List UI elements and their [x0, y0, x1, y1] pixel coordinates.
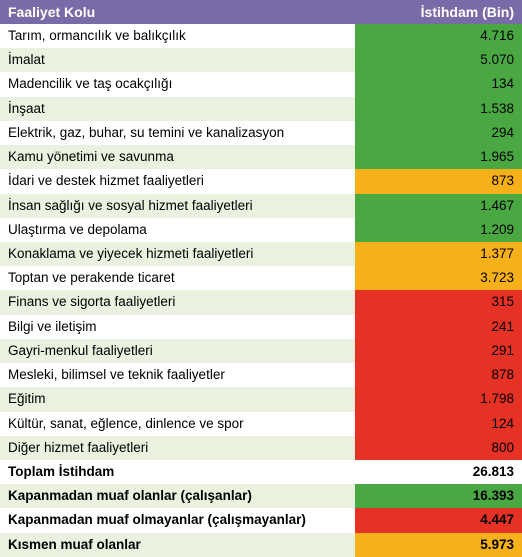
row-value: 291 — [355, 339, 522, 363]
row-label: İmalat — [0, 48, 355, 72]
header-activity-branch: Faaliyet Kolu — [0, 0, 355, 24]
row-label: Mesleki, bilimsel ve teknik faaliyetler — [0, 363, 355, 387]
row-value: 241 — [355, 315, 522, 339]
row-value: 294 — [355, 121, 522, 145]
table-row: Toplam İstihdam26.813 — [0, 460, 522, 484]
table-row: Gayri-menkul faaliyetleri291 — [0, 339, 522, 363]
row-value: 1.377 — [355, 242, 522, 266]
row-label: Kapanmadan muaf olmayanlar (çalışmayanla… — [0, 508, 355, 532]
table-row: İnşaat1.538 — [0, 97, 522, 121]
table-row: Diğer hizmet faaliyetleri800 — [0, 436, 522, 460]
row-label: Kapanmadan muaf olanlar (çalışanlar) — [0, 484, 355, 508]
header-employment-thousands: İstihdam (Bin) — [355, 0, 522, 24]
table-row: Finans ve sigorta faaliyetleri315 — [0, 290, 522, 314]
table-row: Eğitim1.798 — [0, 387, 522, 411]
table-row: İdari ve destek hizmet faaliyetleri873 — [0, 169, 522, 193]
row-label: Toptan ve perakende ticaret — [0, 266, 355, 290]
row-value: 873 — [355, 169, 522, 193]
row-label: Ulaştırma ve depolama — [0, 218, 355, 242]
table-header-row: Faaliyet Kolu İstihdam (Bin) — [0, 0, 522, 24]
row-label: Bilgi ve iletişim — [0, 315, 355, 339]
row-value: 800 — [355, 436, 522, 460]
row-label: Eğitim — [0, 387, 355, 411]
row-label: Elektrik, gaz, buhar, su temini ve kanal… — [0, 121, 355, 145]
table-row: Madencilik ve taş ocakçılığı134 — [0, 72, 522, 96]
row-value: 4.716 — [355, 24, 522, 48]
row-label: Gayri-menkul faaliyetleri — [0, 339, 355, 363]
table-row: Kapanmadan muaf olanlar (çalışanlar)16.3… — [0, 484, 522, 508]
table-row: Konaklama ve yiyecek hizmeti faaliyetler… — [0, 242, 522, 266]
row-value: 4.447 — [355, 508, 522, 532]
employment-table: Faaliyet Kolu İstihdam (Bin) Tarım, orma… — [0, 0, 522, 557]
row-value: 26.813 — [355, 460, 522, 484]
row-label: Diğer hizmet faaliyetleri — [0, 436, 355, 460]
row-label: Kamu yönetimi ve savunma — [0, 145, 355, 169]
table-row: İnsan sağlığı ve sosyal hizmet faaliyetl… — [0, 194, 522, 218]
table-row: İmalat5.070 — [0, 48, 522, 72]
table-row: Kültür, sanat, eğlence, dinlence ve spor… — [0, 412, 522, 436]
row-value: 16.393 — [355, 484, 522, 508]
table-row: Toptan ve perakende ticaret3.723 — [0, 266, 522, 290]
row-label: Madencilik ve taş ocakçılığı — [0, 72, 355, 96]
table-row: Bilgi ve iletişim241 — [0, 315, 522, 339]
row-label: Kültür, sanat, eğlence, dinlence ve spor — [0, 412, 355, 436]
row-label: Finans ve sigorta faaliyetleri — [0, 290, 355, 314]
row-label: İnşaat — [0, 97, 355, 121]
row-value: 315 — [355, 290, 522, 314]
table-row: Ulaştırma ve depolama1.209 — [0, 218, 522, 242]
table-row: Kamu yönetimi ve savunma1.965 — [0, 145, 522, 169]
table-row: Kapanmadan muaf olmayanlar (çalışmayanla… — [0, 508, 522, 532]
table-body: Tarım, ormancılık ve balıkçılık4.716İmal… — [0, 24, 522, 557]
row-label: Toplam İstihdam — [0, 460, 355, 484]
row-label: Tarım, ormancılık ve balıkçılık — [0, 24, 355, 48]
row-label: İnsan sağlığı ve sosyal hizmet faaliyetl… — [0, 194, 355, 218]
row-value: 1.798 — [355, 387, 522, 411]
row-label: Kısmen muaf olanlar — [0, 533, 355, 557]
row-value: 1.209 — [355, 218, 522, 242]
row-label: Konaklama ve yiyecek hizmeti faaliyetler… — [0, 242, 355, 266]
table-row: Kısmen muaf olanlar5.973 — [0, 533, 522, 557]
row-label: İdari ve destek hizmet faaliyetleri — [0, 169, 355, 193]
row-value: 5.070 — [355, 48, 522, 72]
row-value: 124 — [355, 412, 522, 436]
table-row: Tarım, ormancılık ve balıkçılık4.716 — [0, 24, 522, 48]
table-row: Mesleki, bilimsel ve teknik faaliyetler8… — [0, 363, 522, 387]
table-row: Elektrik, gaz, buhar, su temini ve kanal… — [0, 121, 522, 145]
row-value: 3.723 — [355, 266, 522, 290]
row-value: 1.965 — [355, 145, 522, 169]
row-value: 1.467 — [355, 194, 522, 218]
row-value: 5.973 — [355, 533, 522, 557]
row-value: 878 — [355, 363, 522, 387]
row-value: 134 — [355, 72, 522, 96]
row-value: 1.538 — [355, 97, 522, 121]
